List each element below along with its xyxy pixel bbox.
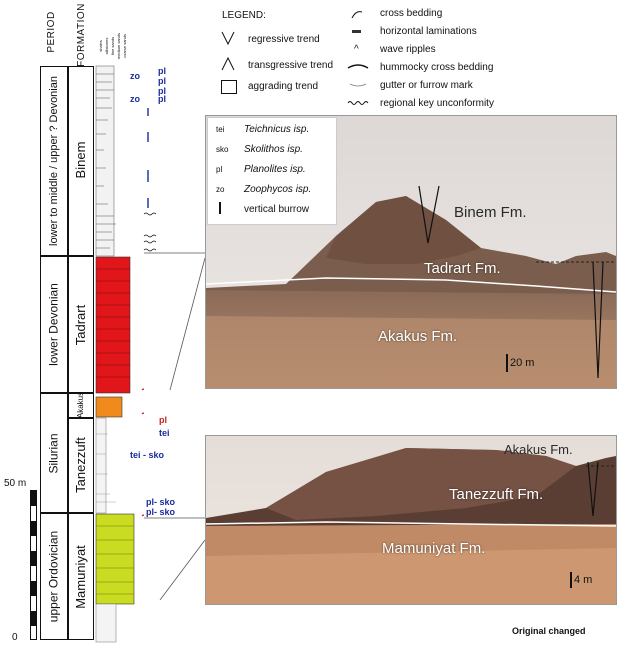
photo2-scale: 4 m <box>570 572 592 588</box>
period-box-silurian <box>40 393 68 513</box>
outcrop-photo-2-drawing <box>206 436 616 604</box>
vertical-burrow-icon <box>219 202 221 214</box>
photo2-label-mamuniyat: Mamuniyat Fm. <box>382 540 486 557</box>
formation-box-tanezzuft <box>68 418 94 513</box>
legend-aggrading-trend: aggrading trend <box>248 81 319 92</box>
lithology-column <box>95 65 144 643</box>
legend-hummocky-cross-bedding: hummocky cross bedding <box>380 62 494 73</box>
legend-cross-bedding: cross bedding <box>380 8 443 19</box>
footer-note: Original changed <box>512 626 586 636</box>
trace-label-zo-2: zo <box>130 94 140 104</box>
formation-box-akakus <box>68 393 94 418</box>
legend-regional-key-unconformity: regional key unconformity <box>380 98 494 109</box>
period-box-upper-ordovician <box>40 513 68 640</box>
photo2-scale-label: 4 m <box>574 573 593 586</box>
akakus-lithology <box>95 396 123 418</box>
hummocky-cross-bedding-icon <box>347 64 369 69</box>
trace-label-pl-1: pl <box>158 66 166 76</box>
period-box-lower-devonian <box>40 256 68 393</box>
trace-name-teichnicus: Teichnicus isp. <box>244 124 310 135</box>
trace-label-pl-5: pl <box>159 415 167 425</box>
trace-label-pl-2: pl <box>158 76 166 86</box>
regressive-trend-icon <box>221 31 235 46</box>
photo2-label-akakus: Akakus Fm. <box>504 442 573 457</box>
formation-box-mamuniyat <box>68 513 94 640</box>
legend-horizontal-laminations: horizontal laminations <box>380 26 477 37</box>
formation-box-tadrart <box>68 256 94 393</box>
trace-label-pl-sko-2: pl- sko <box>146 507 176 517</box>
legend-wave-ripples: wave ripples <box>380 44 436 55</box>
trace-label-zo-1: zo <box>130 71 140 81</box>
aggrading-trend-icon <box>221 80 237 94</box>
photo1-label-binem: Binem Fm. <box>454 204 527 221</box>
photo1-scale: 20 m <box>506 354 534 372</box>
scale-label-bottom: 0 <box>12 632 18 643</box>
legend-transgressive-trend: transgressive trend <box>248 60 334 71</box>
legend: LEGEND: regressive trend transgressive t… <box>218 8 618 118</box>
horizontal-laminations-icon <box>352 30 361 33</box>
trace-label-tei-sko: tei - sko <box>130 450 165 460</box>
trace-fossil-legend: tei Teichnicus isp. sko Skolithos isp. p… <box>207 117 337 225</box>
trace-code-pl: pl <box>216 165 223 174</box>
trace-name-skolithos: Skolithos isp. <box>244 144 303 155</box>
wave-ripples-icon: ^ <box>354 44 359 55</box>
trace-label-pl-3: pl <box>158 86 166 96</box>
vertical-burrows <box>143 108 157 252</box>
legend-regressive-trend: regressive trend <box>248 34 320 45</box>
gutter-mark-icon <box>349 83 367 87</box>
transgressive-trend-icon <box>221 56 235 71</box>
trace-name-zoophycos: Zoophycos isp. <box>244 184 312 195</box>
photo1-label-akakus: Akakus Fm. <box>378 328 458 345</box>
trace-name-planolites: Planolites isp. <box>244 164 306 175</box>
scale-label-top: 50 m <box>4 478 27 489</box>
trace-label-tei-1: tei <box>159 428 170 438</box>
stratigraphic-column: PERIOD FORMATION shales siltstones fine … <box>0 0 200 650</box>
unconformity-icon <box>347 101 369 105</box>
cross-bedding-icon <box>351 11 363 19</box>
photo2-label-tanezzuft: Tanezzuft Fm. <box>449 486 544 503</box>
legend-gutter-furrow-mark: gutter or furrow mark <box>380 80 473 91</box>
trace-label-pl-sko-1: pl- sko <box>146 497 176 507</box>
period-box-devonian-mid <box>40 66 68 256</box>
outcrop-photo-2: Akakus Fm. Tanezzuft Fm. Mamuniyat Fm. 4… <box>205 435 617 605</box>
trace-label-pl-4: pl <box>158 94 166 104</box>
scale-bar <box>30 490 37 640</box>
trace-code-tei: tei <box>216 125 225 134</box>
legend-title: LEGEND: <box>222 10 266 21</box>
formation-box-binem <box>68 66 94 256</box>
trace-name-vertical-burrow: vertical burrow <box>244 204 310 215</box>
trace-code-zo: zo <box>216 185 225 194</box>
photo1-label-tadrart: Tadrart Fm. <box>424 260 501 277</box>
trace-code-sko: sko <box>216 145 229 154</box>
mamuniyat-lithology <box>95 513 135 605</box>
tadrart-lithology <box>95 256 131 394</box>
photo1-scale-label: 20 m <box>510 356 535 369</box>
